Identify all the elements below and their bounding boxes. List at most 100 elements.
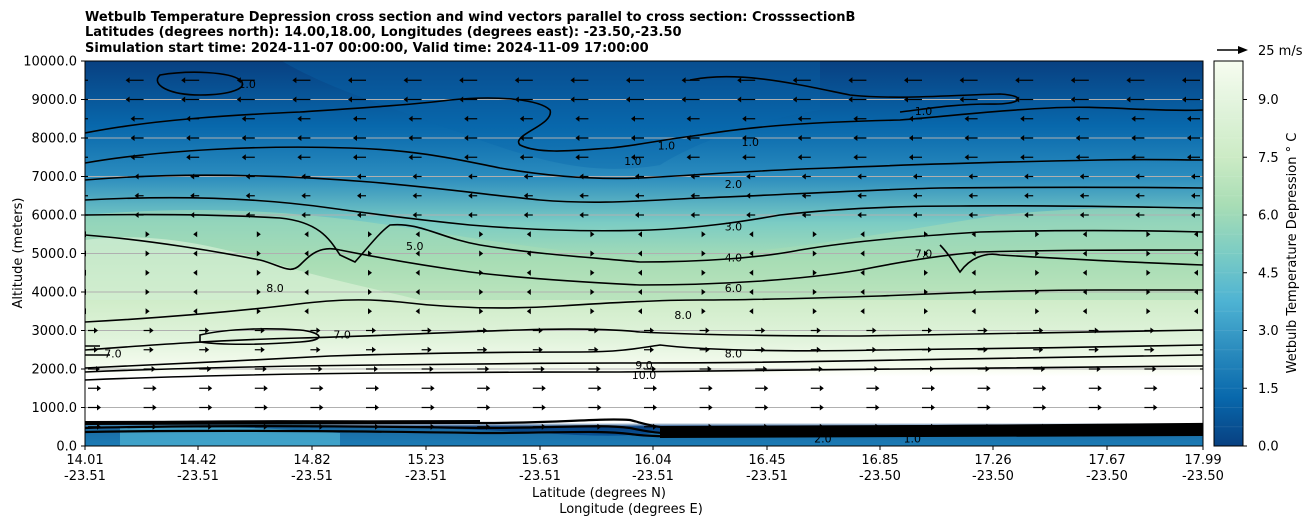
- wind-vector-arrow-icon: [1182, 96, 1186, 103]
- wind-vector-arrow-icon: [590, 231, 595, 238]
- contour-labels: 1.0 1.0 1.0 1.0 1.0 2.0 3.0 4.0 5.0 6.0 7.0 7.0 7.0 8…: [104, 78, 932, 445]
- contour-label: 1.0: [658, 140, 676, 153]
- wind-vector-arrow-icon: [357, 173, 361, 180]
- wind-vector-arrow-icon: [412, 173, 417, 180]
- wind-vector-arrow-icon: [797, 135, 802, 141]
- wind-vector-arrow-icon: [208, 385, 213, 392]
- wind-vector-arrow-icon: [130, 135, 135, 141]
- wind-vector-arrow-icon: [1146, 289, 1151, 295]
- wind-vector-arrow-icon: [570, 77, 575, 84]
- wind-vector-arrow-icon: [357, 212, 361, 218]
- colorbar: 0.0 1.5 3.0 4.5 6.0 7.5 9.0 Wetbulb Temperatur…: [1213, 60, 1300, 455]
- wind-vector-arrow-icon: [764, 423, 769, 430]
- wind-vector-arrow-icon: [708, 385, 713, 392]
- wind-vector-arrow-icon: [1041, 366, 1046, 372]
- contour-line-1-0-a: [85, 97, 1203, 152]
- y-axis: 0.0 1000.0 2000.0 3000.0 4000.0 5000.0 6000.0 7…: [23, 55, 85, 455]
- wind-vector-arrow-icon: [819, 385, 824, 392]
- wind-vector-arrow-icon: [853, 115, 858, 122]
- wind-vector-arrow-icon: [464, 154, 469, 161]
- wind-vector-arrow-icon: [486, 423, 491, 430]
- wind-vector-arrow-icon: [749, 308, 754, 315]
- surface-contour-dense-fill: [660, 424, 1203, 438]
- wind-vector-arrow-icon: [590, 250, 595, 257]
- x-tick-label-lon: -23.51: [405, 469, 447, 484]
- contour-line-9-0: [85, 354, 1203, 373]
- wind-vector-arrow-icon: [812, 250, 817, 257]
- wind-vector-arrow-icon: [860, 231, 865, 238]
- wind-vector-arrow-icon: [297, 154, 302, 161]
- wind-vector-arrow-icon: [353, 135, 357, 141]
- wind-vector-arrow-icon: [904, 77, 908, 84]
- wind-vector-arrow-icon: [97, 385, 101, 392]
- shading-moist-band: [85, 207, 1203, 300]
- wind-vector-arrow-icon: [874, 366, 879, 372]
- wind-vector-arrow-icon: [1206, 347, 1210, 353]
- wind-vector-arrow-icon: [701, 308, 706, 315]
- wind-vector-arrow-icon: [597, 385, 602, 392]
- x-tick-label-lat: 17.99: [1184, 453, 1221, 468]
- x-tick-label-lat: 16.45: [748, 453, 785, 468]
- wind-vector-arrow-icon: [464, 135, 469, 141]
- wind-vector-arrow-icon: [459, 96, 464, 103]
- wind-vector-arrow-icon: [761, 346, 766, 353]
- wind-vector-arrow-icon: [708, 423, 713, 430]
- wind-vector-arrow-icon: [594, 346, 599, 353]
- wind-vector-arrow-icon: [193, 289, 198, 295]
- wind-vector-arrow-icon: [913, 173, 917, 180]
- wind-vector-arrow-icon: [1075, 135, 1080, 141]
- contour-label: 2.0: [814, 432, 832, 445]
- wind-vector-arrow-icon: [746, 212, 751, 218]
- wind-vector-arrow-icon: [479, 269, 484, 276]
- wind-vector-arrow-icon: [256, 250, 261, 257]
- wind-vector-arrow-icon: [1096, 366, 1101, 372]
- wind-vector-arrow-icon: [241, 135, 246, 141]
- wind-vector-arrow-icon: [1126, 77, 1131, 84]
- wind-vector-arrow-icon: [427, 346, 432, 353]
- wind-vector-arrow-icon: [256, 308, 261, 315]
- wind-vector-arrow-icon: [190, 192, 195, 199]
- wind-vector-arrow-icon: [459, 77, 464, 84]
- wind-vector-arrow-icon: [931, 385, 935, 392]
- wind-vector-arrow-icon: [256, 231, 261, 238]
- wind-vector-arrow-icon: [913, 212, 917, 218]
- wind-vector-arrow-icon: [94, 327, 98, 334]
- wind-vector-arrow-icon: [983, 327, 988, 334]
- wind-vector-arrow-icon: [348, 77, 352, 84]
- wind-vector-arrow-icon: [1194, 250, 1198, 257]
- wind-vector-arrow-icon: [97, 423, 101, 430]
- wind-vector-arrow-icon: [985, 366, 990, 372]
- contour-label: 7.0: [333, 328, 351, 341]
- wind-vector-arrow-icon: [909, 154, 913, 161]
- wind-vector-arrow-icon: [705, 346, 710, 353]
- wind-vector-arrow-icon: [638, 250, 642, 257]
- wind-vector-arrow-icon: [801, 192, 806, 199]
- wind-vector-arrow-icon: [297, 135, 302, 141]
- contour-label: 1.0: [904, 432, 922, 445]
- wind-vector-arrow-icon: [857, 173, 862, 180]
- contour-line-7-0: [85, 328, 1203, 351]
- wind-vector-arrow-icon: [597, 404, 602, 411]
- wind-vector-arrow-icon: [1194, 269, 1198, 276]
- wind-vector-arrow-icon: [1131, 154, 1136, 161]
- wind-vector-arrow-icon: [1194, 231, 1198, 238]
- wind-vector-arrow-icon: [1039, 327, 1044, 334]
- wind-vector-arrow-icon: [701, 231, 706, 238]
- wind-vector-arrow-icon: [1194, 308, 1198, 315]
- contour-label: 8.0: [725, 348, 743, 361]
- wind-vector-arrow-icon: [241, 115, 246, 122]
- wind-vector-arrow-icon: [968, 173, 973, 180]
- wind-vector-arrow-icon: [415, 250, 420, 257]
- wind-vector-arrow-icon: [848, 77, 853, 84]
- y-axis-label: Altitude (meters): [11, 198, 26, 309]
- wind-vector-arrow-icon: [650, 327, 654, 334]
- wind-vector-arrow-icon: [737, 77, 742, 84]
- wind-vector-arrow-icon: [746, 173, 751, 180]
- wind-vector-arrow-icon: [319, 404, 324, 411]
- wind-vector-arrow-icon: [96, 366, 100, 372]
- wind-vector-arrow-icon: [301, 212, 306, 218]
- x-tick-label-lon: -23.51: [746, 469, 788, 484]
- wind-vector-arrow-icon: [797, 115, 802, 122]
- wind-vector-arrow-icon: [816, 346, 821, 353]
- wind-vector-arrow-icon: [690, 173, 695, 180]
